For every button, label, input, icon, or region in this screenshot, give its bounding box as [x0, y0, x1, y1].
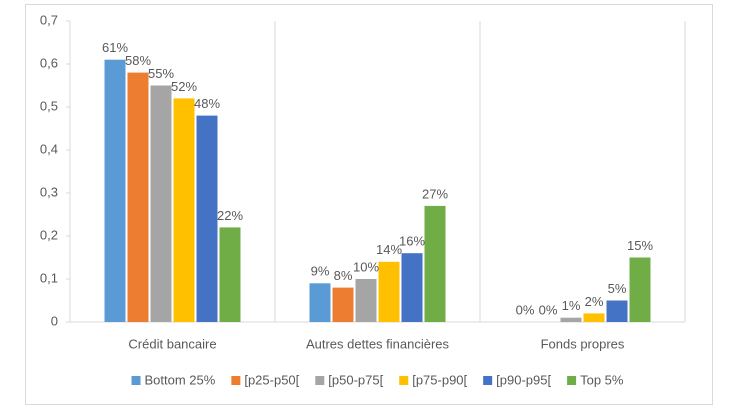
value-label: 0% — [516, 302, 535, 317]
value-label: 61% — [102, 40, 128, 55]
bar — [309, 283, 331, 322]
bar — [401, 253, 423, 322]
bar — [629, 257, 651, 322]
legend-marker — [131, 376, 141, 385]
legend-marker — [315, 376, 325, 385]
bar — [606, 300, 628, 322]
y-tick-label: 0,3 — [40, 184, 58, 199]
value-label: 52% — [171, 79, 197, 94]
legend-label: Top 5% — [580, 372, 624, 387]
value-label: 58% — [125, 53, 151, 68]
value-label: 55% — [148, 66, 174, 81]
bar — [332, 287, 354, 322]
bar — [173, 98, 195, 323]
value-label: 5% — [608, 281, 627, 296]
value-label: 1% — [562, 298, 581, 313]
y-tick-label: 0,5 — [40, 98, 58, 113]
legend-marker — [567, 376, 577, 385]
bar — [150, 85, 172, 322]
legend-marker — [231, 376, 241, 385]
y-tick-label: 0 — [51, 313, 58, 328]
value-label: 0% — [539, 302, 558, 317]
bar — [378, 261, 400, 322]
bar — [104, 59, 126, 322]
value-label: 14% — [376, 242, 402, 257]
y-tick-label: 0,4 — [40, 141, 58, 156]
bar — [127, 72, 149, 322]
bar — [424, 205, 446, 322]
value-label: 27% — [422, 186, 448, 201]
legend-label: [p75-p90[ — [412, 372, 467, 387]
x-tick-label: Crédit bancaire — [128, 336, 216, 351]
legend-label: [p25-p50[ — [244, 372, 299, 387]
y-tick-label: 0,6 — [40, 55, 58, 70]
value-label: 48% — [194, 96, 220, 111]
x-tick-label: Autres dettes financières — [306, 336, 450, 351]
value-label: 15% — [627, 238, 653, 253]
legend-label: Bottom 25% — [145, 372, 216, 387]
bar — [219, 227, 241, 322]
bar — [355, 279, 377, 322]
legend-label: [p90-p95[ — [496, 372, 551, 387]
value-label: 9% — [311, 264, 330, 279]
value-label: 10% — [353, 259, 379, 274]
value-label: 16% — [399, 234, 425, 249]
legend-marker — [399, 376, 409, 385]
bar — [196, 115, 218, 322]
x-tick-label: Fonds propres — [541, 336, 625, 351]
y-tick-label: 0,1 — [40, 270, 58, 285]
y-tick-label: 0,7 — [40, 12, 58, 27]
value-label: 22% — [217, 208, 243, 223]
bar — [560, 317, 582, 322]
legend-marker — [483, 376, 493, 385]
legend-label: [p50-p75[ — [328, 372, 383, 387]
y-tick-label: 0,2 — [40, 227, 58, 242]
value-label: 2% — [585, 294, 604, 309]
bar — [583, 313, 605, 322]
value-label: 8% — [334, 268, 353, 283]
